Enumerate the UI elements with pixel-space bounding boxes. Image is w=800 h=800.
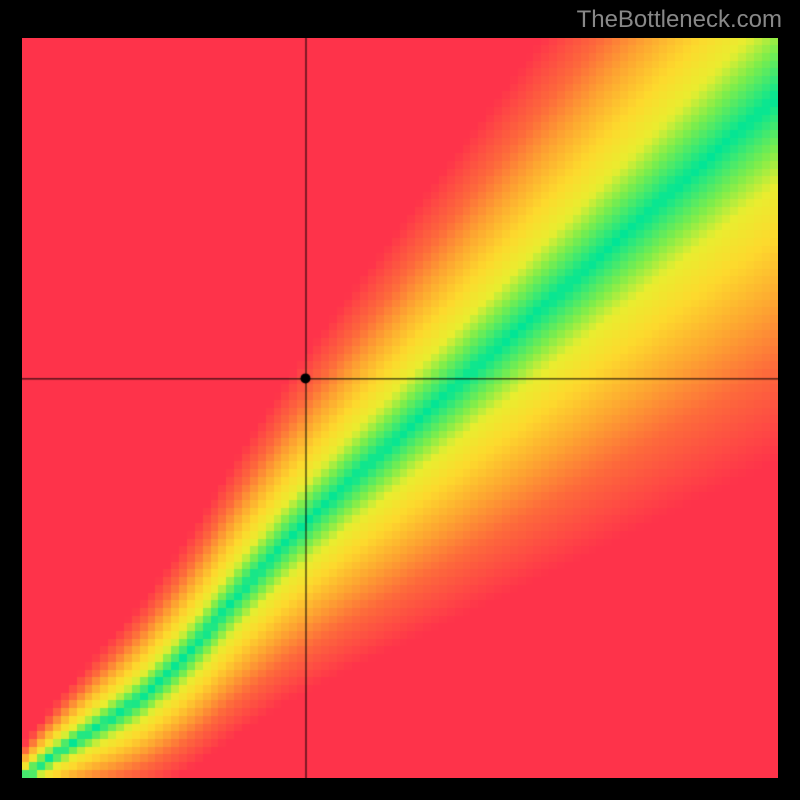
bottleneck-heatmap: [22, 38, 778, 778]
chart-container: TheBottleneck.com: [0, 0, 800, 800]
watermark-text: TheBottleneck.com: [577, 6, 782, 34]
